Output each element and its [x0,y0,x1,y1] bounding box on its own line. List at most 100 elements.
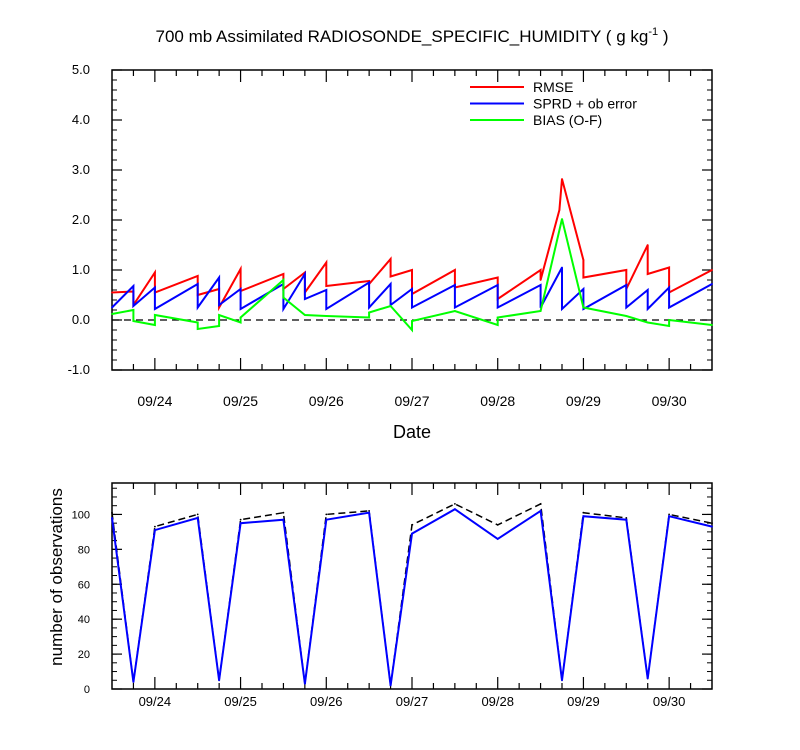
data-point: SPRD + ob error: 0.22 [561,308,563,310]
legend-label-1: SPRD + ob error [533,96,637,112]
data-point: BIAS (O-F): 0.18 [539,310,542,312]
data-point: SPRD + ob error: 0.72 [711,283,713,285]
x-axis-label: Date [393,422,431,442]
data-point: BIAS (O-F): 0.1 [304,314,306,316]
data-point: BIAS (O-F): -0.12 [668,325,670,327]
data-point: SPRD + ob error: 1.05 [561,266,563,269]
data-point: SPRD + ob error: 0.25 [668,306,670,309]
data-point: SPRD + ob error: 0.65 [154,286,156,289]
data-point: RMSE: 0.25 [218,306,221,309]
data-point: SPRD + ob error: 0.25 [111,306,113,309]
x-tick-label: 09/25 [224,694,257,709]
data-point: RMSE: 1.05 [668,266,670,269]
data-point: BIAS (O-F): 0.1 [218,314,221,316]
data-point: BIAS (O-F): -0.1 [711,324,713,326]
data-point: possible observations: 101 [582,511,585,514]
data-point: SPRD + ob error: 0.22 [239,308,242,310]
data-point: SPRD + ob error: 0.7 [454,284,456,286]
series-line-assimilated-observations [111,508,713,686]
x-tick-label: 09/24 [137,393,172,409]
chart-title-superscript: -1 [648,26,658,38]
data-point: BIAS (O-F): 0.12 [111,313,113,315]
data-point: assimilated observations: 2 [389,684,392,687]
series-line-possible-observations [111,502,713,686]
data-point: SPRD + ob error: 0.75 [368,281,370,284]
data-point: assimilated observations: 4 [132,681,135,683]
data-point: RMSE: 0.68 [325,285,328,287]
data-point: RMSE: 1 [539,269,542,271]
data-point: RMSE: 1.22 [389,258,392,260]
data-point: RMSE: 1.5 [646,244,649,246]
data-point: SPRD + ob error: 0.42 [304,298,306,300]
data-point: BIAS (O-F): 0.15 [368,311,370,314]
data-point: SPRD + ob error: 0.7 [539,284,542,286]
data-point: SPRD + ob error: 0.6 [646,289,649,291]
data-point: SPRD + ob error: 0.25 [496,306,499,309]
data-point: RMSE: 2.82 [561,178,563,180]
x-tick-label: 09/28 [481,694,514,709]
data-point: SPRD + ob error: 0.25 [411,306,413,309]
data-point: RMSE: 0.55 [111,291,113,294]
data-point: BIAS (O-F): -0.02 [132,320,135,322]
data-point: BIAS (O-F): -0.12 [218,325,221,327]
data-point: SPRD + ob error: 0.28 [132,305,135,307]
data-point: BIAS (O-F): -0.02 [411,320,413,322]
data-point: assimilated observations: 91 [154,529,156,531]
data-point: RMSE: 1 [711,269,713,271]
data-point: possible observations: 100 [196,513,199,516]
data-point: BIAS (O-F): 0.2 [132,309,135,311]
data-point: RMSE: 0.92 [646,273,649,275]
data-point: RMSE: 0.95 [154,271,156,274]
data-point: possible observations: 106 [454,503,456,505]
y-tick-label: 0 [84,684,90,696]
data-point: SPRD + ob error: 0.22 [646,308,649,310]
x-tick-label: 09/26 [309,393,344,409]
data-point: SPRD + ob error: 0.68 [132,285,135,287]
data-point: SPRD + ob error: 0.85 [218,276,221,279]
data-point: assimilated observations: 101 [368,511,370,514]
data-point: assimilated observations: 98 [111,517,113,519]
data-point: RMSE: 1 [454,269,456,271]
data-point: possible observations: 93 [154,525,156,528]
x-tick-label: 09/26 [310,694,343,709]
data-point: BIAS (O-F): 2.02 [561,218,563,220]
data-point: SPRD + ob error: 0.65 [668,286,670,289]
data-point: BIAS (O-F): 0.05 [496,316,499,319]
data-point: SPRD + ob error: 0.7 [625,284,628,286]
data-point: BIAS (O-F): -0.1 [154,324,156,326]
data-point: SPRD + ob error: 0.25 [454,306,456,309]
top-plot: -1.0 0.0 1.0 2.0 3.0 4.0 5.0 09/24 09/25 09/26 09/… [68,62,713,409]
data-point: possible observations: 100 [325,513,328,516]
data-point: SPRD + ob error: 0.22 [325,308,328,310]
data-point: BIAS (O-F): 0.1 [154,314,156,316]
data-point: assimilated observations: 97 [625,518,628,521]
data-point: BIAS (O-F): 0.28 [389,305,392,307]
data-point: assimilated observations: 95 [239,522,242,525]
plot-frame-1 [111,482,713,690]
data-point: SPRD + ob error: 0.25 [196,306,199,309]
y-tick-label: 100 [72,509,90,521]
chart-title-close: ) [658,27,668,46]
data-point: possible observations: 101 [111,511,113,514]
data-point: RMSE: 0.8 [539,279,542,281]
data-point: BIAS (O-F): -0.1 [496,324,499,326]
data-point: BIAS (O-F): -0.05 [196,321,199,324]
data-point: RMSE: 0.85 [496,276,499,279]
data-point: RMSE: 1 [625,269,628,271]
data-point: possible observations: 94 [411,524,413,526]
legend-label-0: RMSE [533,79,573,95]
y-tick-label: 80 [78,544,90,556]
data-point: assimilated observations: 97 [325,518,328,521]
data-point: assimilated observations: 97 [282,518,285,521]
data-point: possible observations: 106 [539,503,542,505]
x-tick-label: 09/29 [566,393,601,409]
data-point: possible observations: 101 [282,511,285,514]
data-point: SPRD + ob error: 0.72 [389,283,392,285]
x-tick-label: 09/29 [567,694,600,709]
data-point: RMSE: 1.15 [325,261,328,264]
y-tick-label: 60 [78,579,90,591]
data-point: SPRD + ob error: 0.22 [154,308,156,310]
data-point: BIAS (O-F): 0.05 [368,316,370,319]
data-point: assimilated observations: 5 [561,679,563,682]
legend-label-2: BIAS (O-F) [533,112,602,128]
